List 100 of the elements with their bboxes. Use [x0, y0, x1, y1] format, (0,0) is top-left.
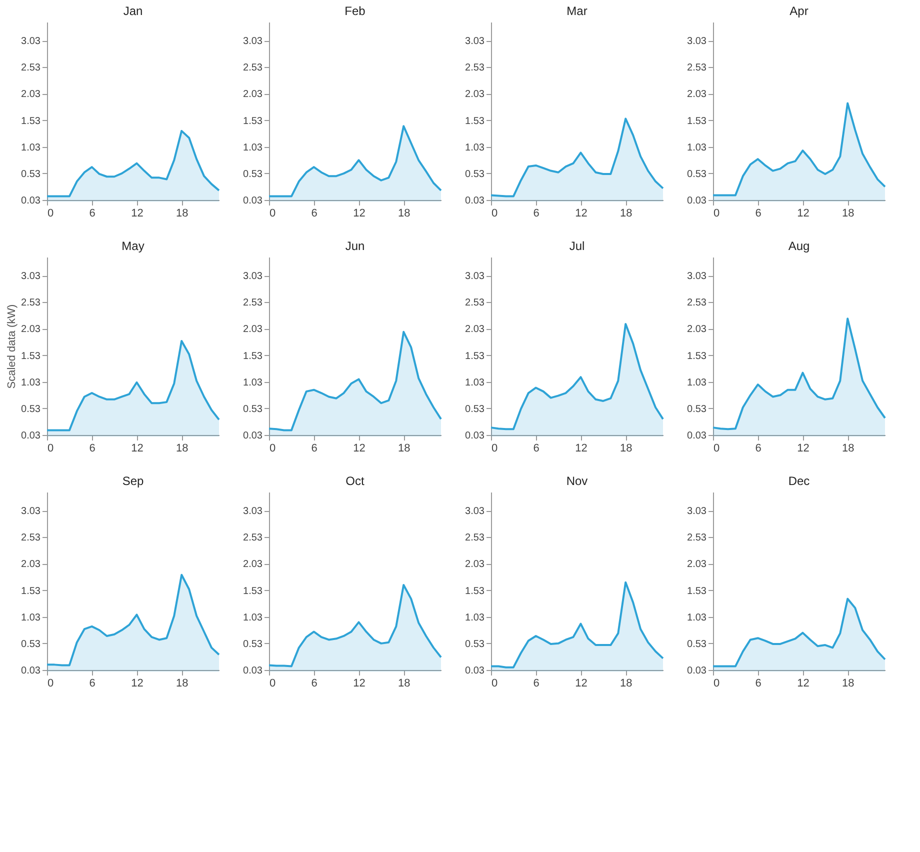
y-tick-label: 1.03 [21, 142, 41, 154]
x-tick-label: 0 [492, 208, 498, 220]
x-tick-label: 18 [398, 678, 410, 690]
x-tick-label: 12 [575, 208, 588, 220]
y-tick-label: 3.03 [243, 36, 263, 48]
y-tick-label: 2.53 [687, 62, 707, 74]
y-tick-label: 3.03 [465, 36, 485, 48]
y-tick-label: 0.03 [21, 430, 41, 442]
y-tick-label: 2.53 [465, 298, 485, 309]
y-tick-label: 2.53 [465, 532, 485, 544]
x-tick-label: 0 [714, 442, 720, 454]
x-tick-label: 0 [270, 442, 276, 454]
y-tick-label: 0.53 [21, 168, 41, 180]
chart-title: May [122, 239, 144, 253]
y-tick-label: 2.53 [21, 298, 41, 309]
y-tick-label: 2.03 [465, 324, 485, 336]
y-tick-label: 1.53 [21, 586, 41, 597]
x-tick-label: 0 [48, 678, 54, 690]
y-tick-label: 0.53 [687, 404, 707, 415]
y-tick-label: 0.03 [243, 196, 263, 206]
chart-title: Sep [122, 474, 144, 488]
chart-title: Dec [788, 474, 810, 488]
x-tick-label: 12 [353, 208, 366, 220]
y-tick-label: 1.03 [687, 142, 707, 154]
chart-title: Nov [566, 474, 588, 488]
y-tick-label: 1.03 [465, 142, 485, 154]
x-tick-label: 18 [620, 208, 632, 220]
x-tick-label: 12 [131, 208, 144, 220]
y-axis-title: Scaled data (kW) [6, 304, 18, 389]
x-tick-label: 12 [797, 442, 810, 454]
x-tick-label: 6 [89, 678, 96, 690]
x-tick-label: 12 [131, 442, 144, 454]
y-tick-label: 2.53 [687, 532, 707, 544]
y-tick-label: 3.03 [465, 506, 485, 518]
y-tick-label: 0.53 [21, 404, 41, 415]
x-tick-label: 12 [575, 442, 588, 454]
y-tick-label: 1.53 [21, 350, 41, 362]
y-tick-label: 2.03 [243, 559, 263, 570]
x-tick-label: 12 [797, 678, 810, 690]
y-tick-label: 0.03 [243, 430, 263, 442]
x-tick-label: 18 [398, 442, 410, 454]
y-tick-label: 1.03 [21, 377, 41, 388]
y-tick-label: 0.53 [465, 404, 485, 415]
x-tick-label: 12 [353, 678, 366, 690]
x-tick-label: 0 [270, 678, 276, 690]
y-tick-label: 1.03 [687, 612, 707, 624]
x-tick-label: 18 [620, 442, 632, 454]
x-tick-label: 0 [48, 208, 54, 220]
y-tick-label: 2.03 [21, 559, 41, 570]
y-tick-label: 0.53 [687, 168, 707, 180]
chart-title: Jun [345, 239, 365, 253]
y-tick-label: 2.53 [243, 532, 263, 544]
y-tick-label: 1.53 [687, 116, 707, 127]
y-tick-label: 3.03 [21, 506, 41, 518]
y-tick-label: 0.53 [243, 404, 263, 415]
y-tick-label: 1.53 [243, 586, 263, 597]
x-tick-label: 0 [270, 208, 276, 220]
y-tick-label: 0.53 [465, 168, 485, 180]
chart-title: Jul [569, 239, 585, 253]
y-tick-label: 2.53 [243, 62, 263, 74]
y-tick-label: 0.53 [243, 168, 263, 180]
chart-title: Feb [344, 4, 366, 18]
y-tick-label: 1.53 [687, 586, 707, 597]
y-tick-label: 1.53 [465, 350, 485, 362]
y-tick-label: 2.03 [243, 324, 263, 336]
y-tick-label: 2.53 [21, 62, 41, 74]
x-tick-label: 18 [398, 208, 410, 220]
x-tick-label: 0 [714, 678, 720, 690]
y-tick-label: 2.53 [243, 298, 263, 309]
y-tick-label: 3.03 [687, 271, 707, 282]
y-tick-label: 0.53 [687, 638, 707, 650]
chart-title: Oct [346, 474, 365, 488]
y-tick-label: 1.53 [465, 586, 485, 597]
y-tick-label: 3.03 [243, 506, 263, 518]
x-tick-label: 12 [131, 678, 144, 690]
x-tick-label: 6 [755, 208, 762, 220]
y-tick-label: 2.53 [465, 62, 485, 74]
y-tick-label: 0.03 [465, 430, 485, 442]
x-tick-label: 18 [620, 678, 632, 690]
y-tick-label: 3.03 [687, 506, 707, 518]
y-tick-label: 0.53 [243, 638, 263, 650]
x-tick-label: 12 [575, 678, 588, 690]
y-tick-label: 3.03 [465, 271, 485, 282]
y-tick-label: 2.03 [465, 89, 485, 100]
y-tick-label: 0.03 [465, 666, 485, 676]
y-tick-label: 2.03 [243, 89, 263, 100]
y-tick-label: 0.03 [687, 666, 707, 676]
x-tick-label: 6 [311, 442, 318, 454]
x-tick-label: 6 [89, 208, 96, 220]
x-tick-label: 6 [533, 208, 540, 220]
y-tick-label: 3.03 [21, 271, 41, 282]
y-tick-label: 0.53 [21, 638, 41, 650]
x-tick-label: 18 [176, 442, 188, 454]
x-tick-label: 18 [176, 208, 188, 220]
y-tick-label: 0.03 [687, 430, 707, 442]
y-tick-label: 1.53 [243, 116, 263, 127]
x-tick-label: 18 [842, 208, 854, 220]
chart-title: Mar [566, 4, 588, 18]
x-tick-label: 0 [48, 442, 54, 454]
y-tick-label: 3.03 [21, 36, 41, 48]
